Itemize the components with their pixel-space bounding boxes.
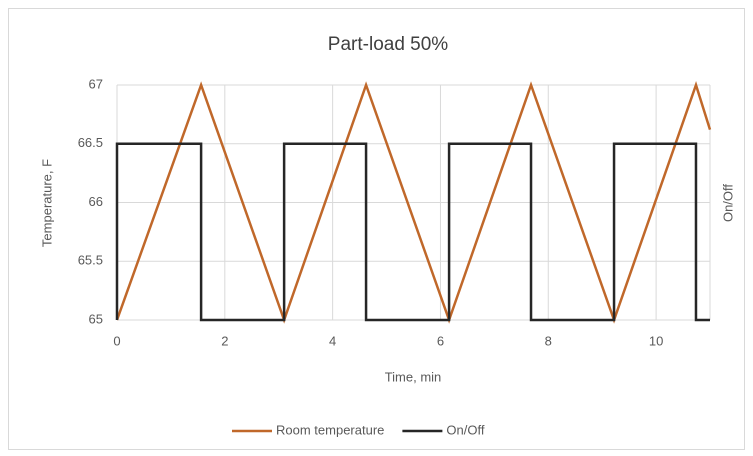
x-tick-label: 2 [221, 333, 228, 348]
series-line [115, 142, 710, 322]
chart-border [8, 8, 745, 450]
x-tick-label: 0 [113, 333, 120, 348]
y-tick-label: 65 [89, 311, 103, 326]
legend-label: On/Off [446, 422, 484, 437]
x-tick-label: 4 [329, 333, 336, 348]
y-tick-label: 66.5 [78, 135, 103, 150]
x-tick-label: 6 [437, 333, 444, 348]
x-axis-title: Time, min [385, 369, 442, 384]
y-tick-label: 66 [89, 194, 103, 209]
y2-axis-title: On/Off [720, 184, 735, 222]
legend-label: Room temperature [276, 422, 384, 437]
chart-title: Part-load 50% [328, 34, 449, 55]
y-tick-label: 65.5 [78, 253, 103, 268]
x-tick-label: 8 [545, 333, 552, 348]
x-tick-label: 10 [649, 333, 663, 348]
y-tick-label: 67 [89, 76, 103, 91]
y-axis-title: Temperature, F [39, 159, 54, 247]
